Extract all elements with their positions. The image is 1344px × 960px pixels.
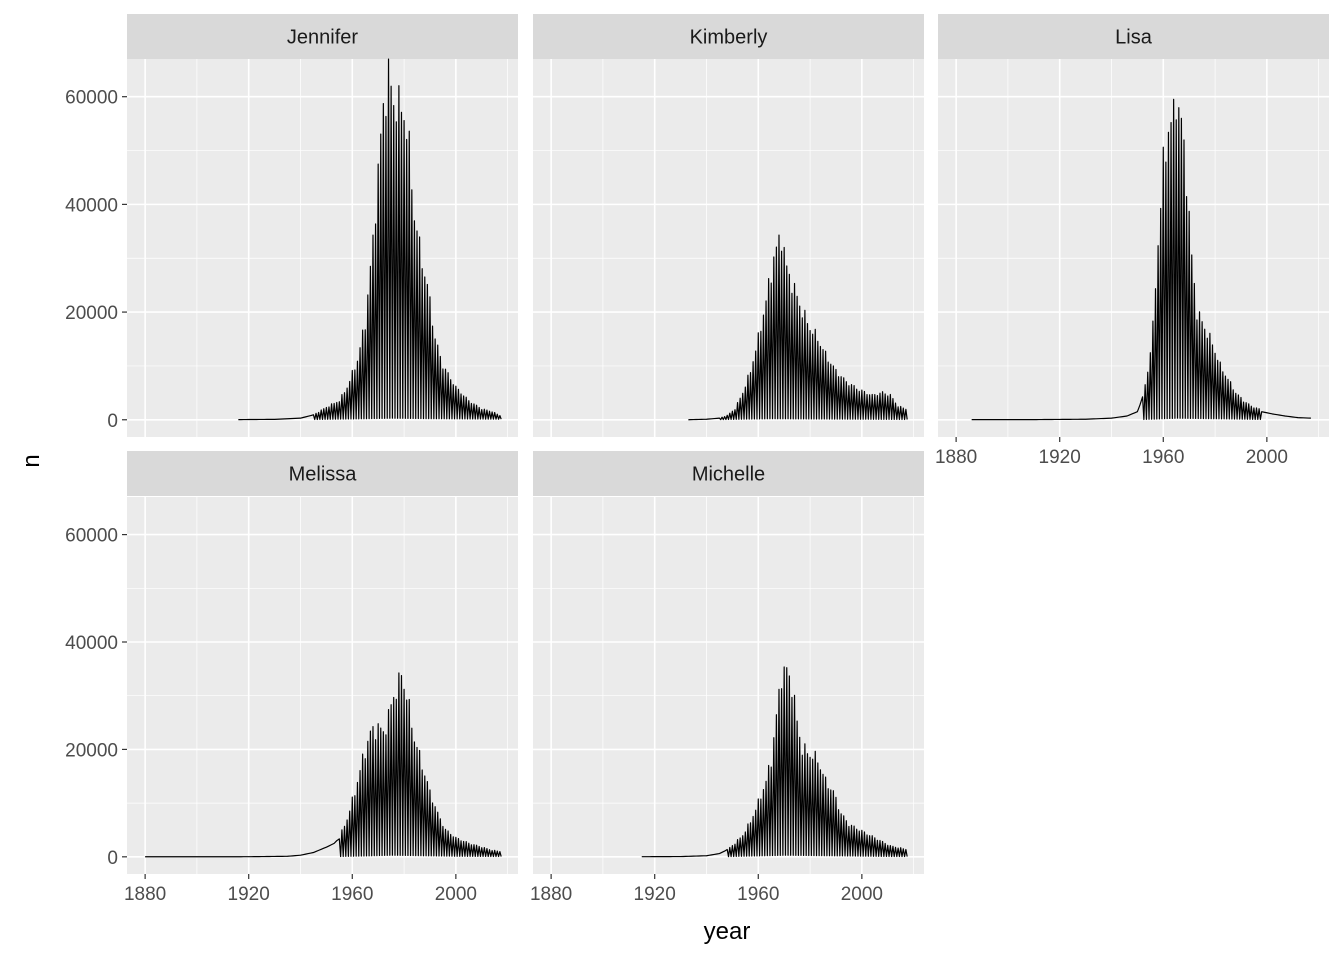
facet-strip [533,14,924,59]
facet-melissa: Melissa 0 20000 40000 60000 1880 1920 1960 2000 [65,451,518,905]
series-line-michelle [641,666,908,858]
facet-strip [127,451,518,496]
y-tick-label: 40000 [65,633,118,654]
y-tick-label: 20000 [65,740,118,761]
y-axis: 0 20000 40000 60000 [65,88,127,432]
panel-background [533,59,924,437]
y-axis: 0 20000 40000 60000 [65,526,127,869]
x-tick-label: 1960 [331,884,373,905]
y-tick-label: 0 [107,848,118,869]
x-axis: 1880 1920 1960 2000 [530,874,883,905]
series-line-kimberly [688,234,908,421]
grid-lines [533,59,924,437]
x-tick-label: 2000 [435,884,477,905]
y-tick-label: 60000 [65,88,118,109]
x-tick-label: 1880 [935,447,977,468]
grid-lines [127,59,518,437]
panel-background [533,497,924,874]
panel-background [127,497,518,874]
facet-strip-label: Melissa [289,464,358,486]
facet-strip [938,14,1329,59]
y-tick-label: 60000 [65,526,118,547]
x-tick-label: 1920 [1039,447,1081,468]
x-tick-label: 2000 [1246,447,1288,468]
series-line-lisa [971,98,1311,421]
y-axis-title: n [18,454,45,467]
series-line-jennifer [238,58,502,421]
x-tick-label: 1880 [124,884,166,905]
x-axis: 1880 1920 1960 2000 [124,874,477,905]
facet-strip-label: Michelle [692,464,765,486]
x-tick-label: 1960 [737,884,779,905]
x-tick-label: 1960 [1142,447,1184,468]
facet-strip-label: Kimberly [690,27,768,49]
facet-strip-label: Lisa [1115,27,1153,49]
x-tick-label: 2000 [841,884,883,905]
series-line-melissa [145,672,502,858]
x-tick-label: 1880 [530,884,572,905]
panel-background [127,59,518,437]
y-tick-label: 20000 [65,303,118,324]
panel-background [938,59,1329,437]
facet-strip-label: Jennifer [287,27,358,49]
x-tick-label: 1920 [634,884,676,905]
grid-lines [533,497,924,874]
x-axis-title: year [704,918,751,945]
facet-strip [533,451,924,496]
y-tick-label: 40000 [65,195,118,216]
facet-jennifer: Jennifer 0 20000 40000 60000 [65,14,518,437]
facet-michelle: Michelle 1880 1920 1960 2000 [530,451,924,905]
facet-kimberly: Kimberly [533,14,924,437]
x-axis: 1880 1920 1960 2000 [935,437,1288,468]
facet-lisa: Lisa 1880 1920 1960 2000 [935,14,1329,468]
x-tick-label: 1920 [228,884,270,905]
facet-strip [127,14,518,59]
grid-lines [127,497,518,874]
y-tick-label: 0 [107,411,118,432]
